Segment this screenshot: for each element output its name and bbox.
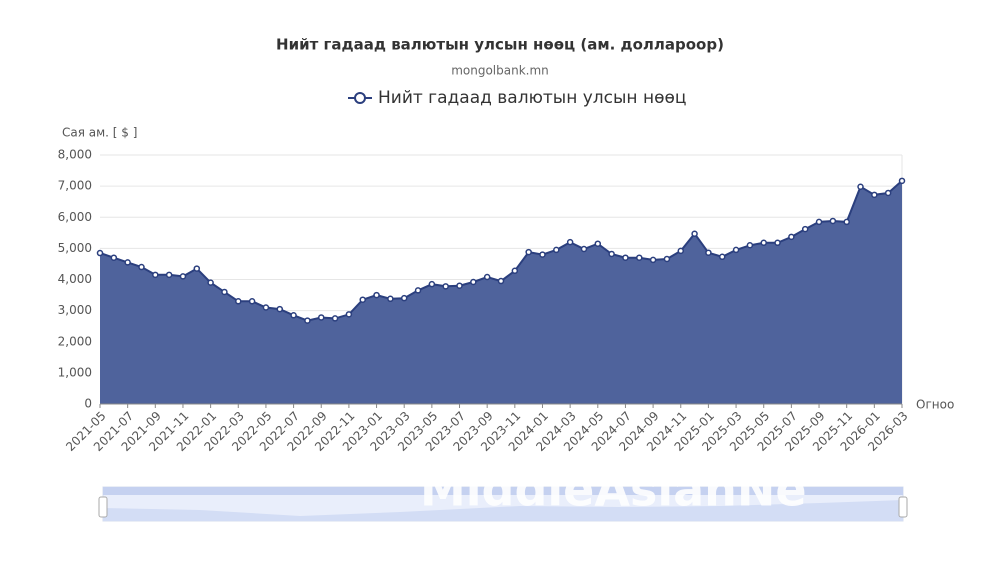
point bbox=[525, 248, 532, 256]
point bbox=[400, 294, 408, 302]
point bbox=[539, 251, 546, 258]
point bbox=[760, 239, 767, 247]
point bbox=[124, 259, 131, 266]
point bbox=[788, 233, 795, 241]
point bbox=[207, 279, 214, 286]
point bbox=[373, 291, 380, 299]
point bbox=[857, 183, 864, 190]
point bbox=[179, 273, 187, 280]
point bbox=[608, 250, 615, 258]
point bbox=[387, 295, 394, 303]
plot: 0 1,000 2,000 3,000 4,000 5,000 6,000 7,000 8,00… bbox=[58, 148, 911, 455]
point bbox=[235, 298, 242, 305]
y-tick-label: 6,000 bbox=[58, 210, 92, 224]
point bbox=[815, 218, 823, 226]
point bbox=[649, 256, 657, 264]
point bbox=[110, 254, 118, 261]
point bbox=[428, 280, 436, 288]
y-tick-label: 7,000 bbox=[58, 179, 92, 193]
point bbox=[359, 296, 366, 303]
point bbox=[843, 218, 850, 226]
zoom-handle[interactable] bbox=[898, 496, 908, 518]
area bbox=[100, 180, 902, 404]
chart-title: Нийт гадаад валютын улсын нөөц (ам. долл… bbox=[276, 36, 724, 54]
y-tick-label: 1,000 bbox=[58, 365, 92, 379]
point bbox=[304, 317, 311, 324]
point bbox=[262, 304, 270, 311]
legend-marker bbox=[354, 92, 366, 104]
y-tick-label: 0 bbox=[84, 397, 92, 411]
point bbox=[165, 271, 173, 279]
zoom-bar bbox=[103, 487, 903, 495]
y-tick-label: 2,000 bbox=[58, 334, 92, 348]
point bbox=[884, 189, 892, 197]
point bbox=[774, 239, 781, 247]
point bbox=[331, 315, 339, 322]
y-tick-label: 5,000 bbox=[58, 241, 92, 255]
y-axis-label: Сая ам. [ $ ] bbox=[62, 126, 137, 140]
point bbox=[732, 246, 740, 254]
chart-subtitle: mongolbank.mn bbox=[451, 64, 549, 78]
point bbox=[553, 246, 560, 254]
point bbox=[746, 242, 754, 249]
point bbox=[442, 283, 449, 290]
point bbox=[96, 249, 104, 257]
point bbox=[636, 254, 643, 261]
point bbox=[152, 271, 159, 279]
watermark: MiddleAsianNe bbox=[420, 463, 807, 517]
point bbox=[691, 230, 698, 237]
x-axis-label: Огноо bbox=[916, 398, 954, 412]
point bbox=[663, 255, 671, 263]
point bbox=[345, 311, 353, 318]
point bbox=[566, 238, 574, 246]
point bbox=[248, 298, 256, 305]
point bbox=[511, 267, 519, 275]
point bbox=[456, 282, 463, 289]
point bbox=[414, 287, 422, 294]
point bbox=[594, 240, 602, 247]
point bbox=[829, 217, 837, 225]
y-tick-label: 3,000 bbox=[58, 303, 92, 317]
point bbox=[705, 249, 712, 256]
point bbox=[801, 225, 809, 233]
point bbox=[470, 278, 477, 286]
point bbox=[221, 288, 228, 296]
point bbox=[580, 245, 588, 253]
y-tick-label: 8,000 bbox=[58, 148, 92, 162]
point bbox=[497, 277, 505, 285]
zoom-handle[interactable] bbox=[98, 496, 108, 518]
point bbox=[317, 314, 325, 321]
point bbox=[193, 265, 201, 272]
point bbox=[290, 312, 297, 319]
legend-label[interactable]: Нийт гадаад валютын улсын нөөц bbox=[378, 88, 686, 108]
point bbox=[622, 254, 629, 261]
point bbox=[718, 253, 726, 261]
zoom-preview bbox=[103, 500, 903, 521]
point bbox=[483, 273, 491, 281]
point bbox=[138, 263, 145, 271]
point bbox=[871, 191, 878, 199]
point bbox=[276, 305, 284, 313]
point bbox=[677, 247, 685, 255]
data-zoom[interactable] bbox=[98, 486, 908, 522]
point bbox=[898, 177, 906, 185]
y-tick-label: 4,000 bbox=[58, 272, 92, 286]
